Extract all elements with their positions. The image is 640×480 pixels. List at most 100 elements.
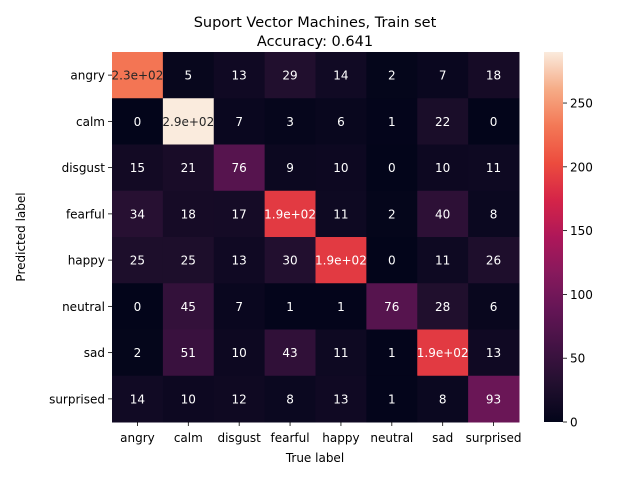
heatmap-cell (162, 144, 215, 192)
heatmap-cell (264, 190, 316, 238)
cell-value-label: 10 (435, 161, 450, 175)
heatmap-cell (417, 283, 469, 330)
cell-value-label: 1.9e+02 (264, 207, 316, 221)
heatmap-cell (468, 144, 520, 192)
colorbar-tick-label: 100 (570, 288, 593, 302)
heatmap-cell (315, 190, 367, 238)
heatmap-cell (162, 329, 215, 377)
heatmap-cell (213, 190, 266, 238)
cell-value-label: 2 (388, 207, 396, 221)
heatmap-cell (264, 283, 316, 330)
heatmap-cell (468, 329, 520, 377)
cell-value-label: 6 (337, 115, 345, 129)
cell-value-label: 26 (486, 254, 501, 268)
heatmap-cell (366, 283, 418, 330)
cell-value-label: 51 (181, 346, 196, 360)
cell-value-label: 13 (333, 392, 348, 406)
cell-value-label: 76 (384, 300, 399, 314)
heatmap-cell (315, 283, 367, 330)
heatmap-cell (112, 52, 164, 99)
cell-value-label: 22 (435, 115, 450, 129)
cell-value-label: 1.9e+02 (417, 346, 469, 360)
x-tick-label: neutral (370, 431, 413, 445)
heatmap-cell (315, 98, 367, 145)
cell-value-label: 2 (134, 346, 142, 360)
y-tick-label: disgust (62, 161, 106, 175)
cell-value-label: 45 (181, 300, 196, 314)
cell-value-label: 11 (333, 207, 348, 221)
x-tick-label: sad (432, 431, 453, 445)
heatmap-cell (264, 144, 316, 192)
heatmap-cell (162, 375, 215, 423)
cell-value-label: 2 (388, 69, 396, 83)
cell-value-label: 34 (130, 207, 145, 221)
heatmap-cell (162, 190, 215, 238)
heatmap-cell (315, 52, 367, 99)
heatmap-cell (213, 283, 266, 330)
cell-value-label: 10 (181, 392, 196, 406)
cell-value-label: 14 (130, 392, 145, 406)
cell-value-label: 18 (181, 207, 196, 221)
cell-value-label: 3 (286, 115, 294, 129)
cell-value-label: 28 (435, 300, 450, 314)
x-axis: angry calm disgust fearful happy neutral sad su… (120, 422, 522, 445)
colorbar-tick-label: 200 (570, 160, 593, 174)
heatmap-cell (315, 329, 367, 377)
heatmap-cell (315, 375, 367, 423)
heatmap-cell (315, 237, 367, 284)
heatmap-cell (213, 237, 266, 284)
cell-value-label: 13 (232, 254, 247, 268)
colorbar-tick-label: 150 (570, 224, 593, 238)
cell-value-label: 25 (181, 254, 196, 268)
cell-value-label: 0 (134, 300, 142, 314)
heatmap-cell (112, 98, 164, 145)
chart-subtitle: Accuracy: 0.641 (257, 34, 373, 50)
cell-value-label: 7 (235, 300, 243, 314)
heatmap-cells (112, 52, 520, 423)
heatmap-cell (417, 329, 469, 377)
heatmap-cell (468, 52, 520, 99)
y-tick-label: fearful (66, 207, 105, 221)
heatmap-cell (417, 190, 469, 238)
cell-value-label: 0 (388, 254, 396, 268)
heatmap-cell (366, 375, 418, 423)
heatmap-cell (264, 329, 316, 377)
cell-value-label: 21 (181, 161, 196, 175)
cell-value-label: 8 (439, 392, 447, 406)
cell-value-label: 29 (282, 69, 297, 83)
heatmap-cell (366, 52, 418, 99)
cell-value-label: 11 (486, 161, 501, 175)
heatmap-cell (213, 329, 266, 377)
cell-value-label: 5 (184, 69, 192, 83)
heatmap-cell (315, 144, 367, 192)
x-tick-label: angry (120, 431, 155, 445)
heatmap-cell (417, 375, 469, 423)
cell-value-label: 15 (130, 161, 145, 175)
cell-value-label: 2.9e+02 (162, 115, 214, 129)
cell-value-label: 9 (286, 161, 294, 175)
cell-value-label: 2.3e+02 (112, 69, 164, 83)
cell-value-label: 93 (486, 392, 501, 406)
y-tick-label: angry (70, 69, 105, 83)
cell-value-label: 1 (388, 392, 396, 406)
heatmap-cell (112, 144, 164, 192)
heatmap-cell (366, 237, 418, 284)
heatmap-cell (468, 98, 520, 145)
y-tick-label: happy (68, 254, 105, 268)
x-axis-label: True label (285, 451, 344, 465)
cell-value-label: 40 (435, 207, 450, 221)
heatmap-cell (213, 375, 266, 423)
cell-value-label: 8 (286, 392, 294, 406)
x-tick-label: happy (322, 431, 359, 445)
cell-value-label: 1 (286, 300, 294, 314)
y-tick-label: sad (84, 346, 105, 360)
cell-value-label: 13 (486, 346, 501, 360)
heatmap-cell-labels: 2.3e+02 5 13 29 14 2 7 180 2.9e+02 7 3 6 1 22 015 21 76 9… (112, 69, 502, 407)
heatmap-cell (264, 375, 316, 423)
x-tick-label: disgust (217, 431, 261, 445)
heatmap-cell (162, 98, 215, 145)
cell-value-label: 7 (235, 115, 243, 129)
heatmap-cell (366, 329, 418, 377)
heatmap-cell (162, 237, 215, 284)
cell-value-label: 8 (490, 207, 498, 221)
